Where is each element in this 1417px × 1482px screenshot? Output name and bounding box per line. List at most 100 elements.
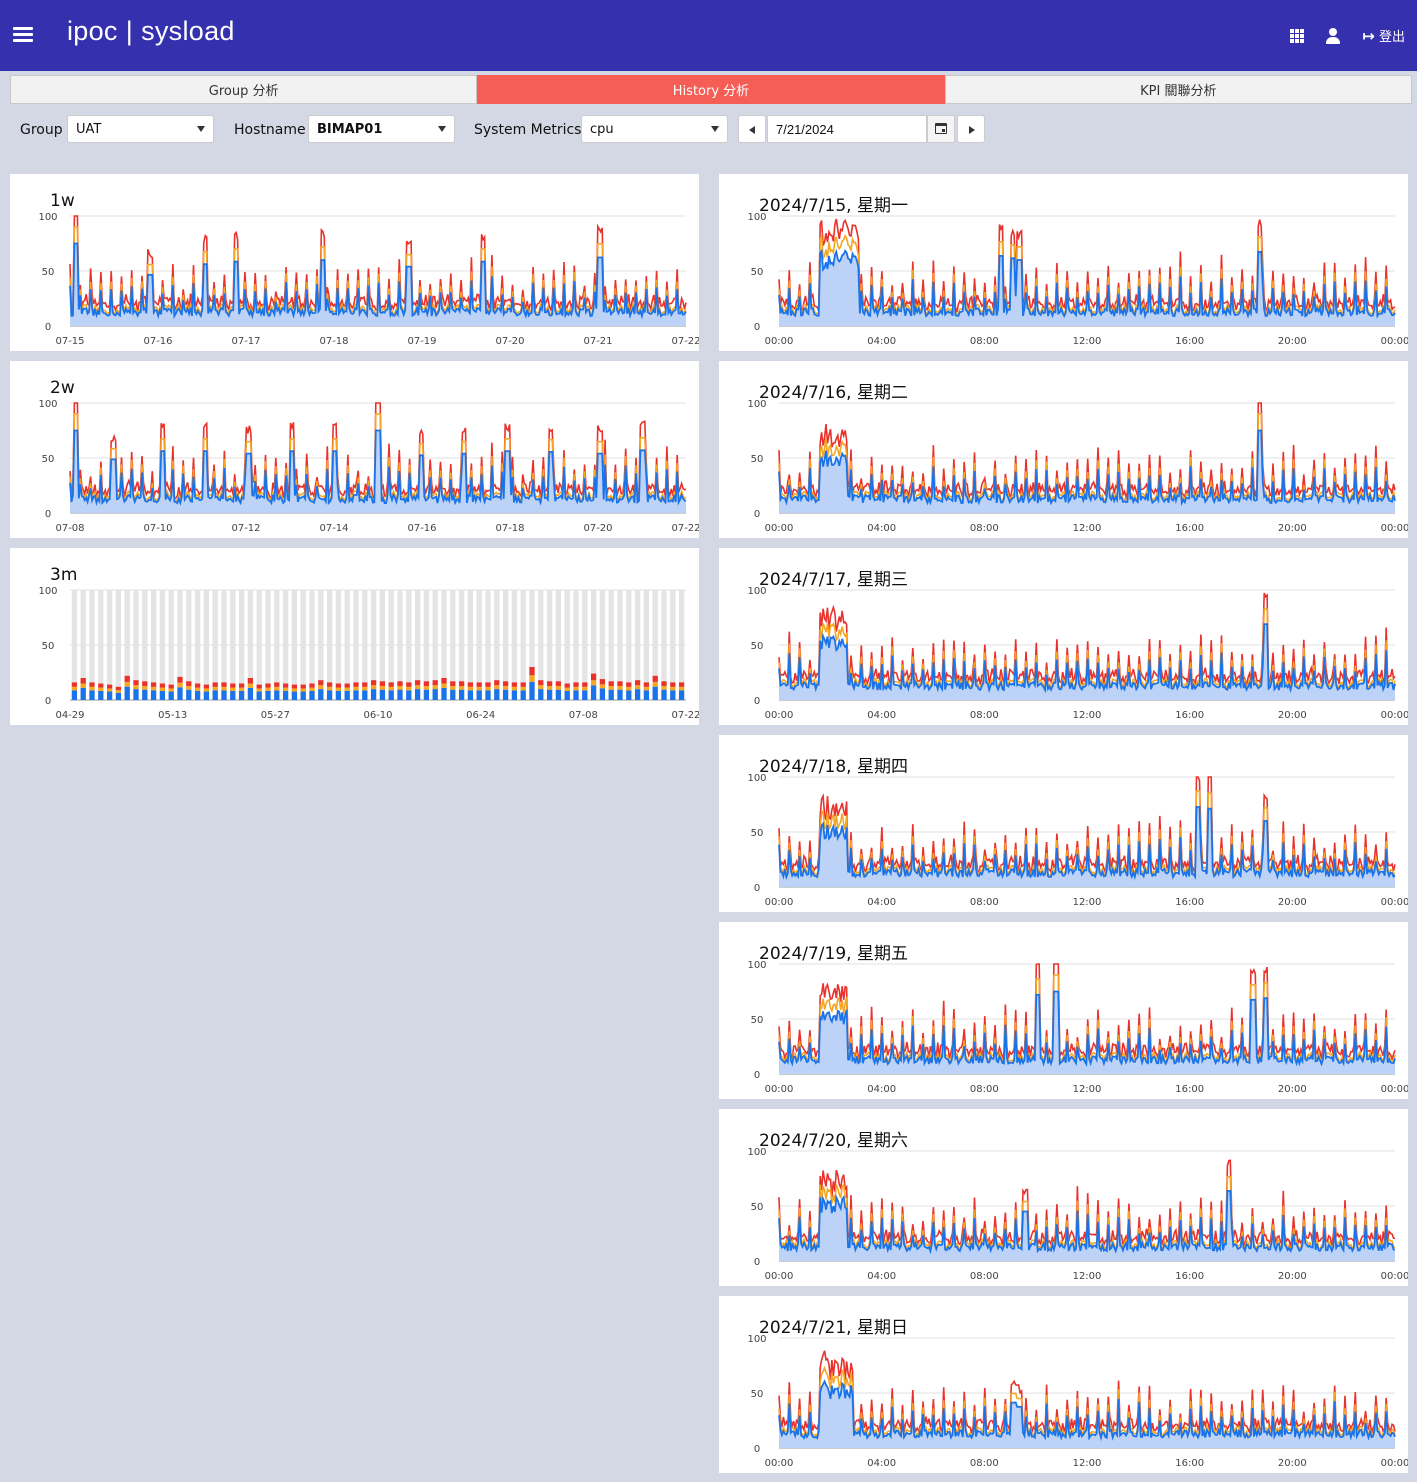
bar-blue bbox=[106, 691, 113, 700]
chart-svg-2w: 0 50 100 07-08 07-10 07-12 07-14 07-16 07-18 07-2… bbox=[38, 399, 699, 534]
logout-button[interactable]: ↦ 登出 bbox=[1362, 26, 1405, 46]
bar-blue bbox=[476, 690, 482, 700]
bar-orange bbox=[494, 685, 500, 690]
bar-blue bbox=[142, 689, 148, 700]
chart-panel-1w: 1w 0 50 100 07-15 07-16 07-17 07-18 07-19 07-20 0… bbox=[10, 174, 699, 351]
bar-blue bbox=[335, 690, 342, 700]
bar-red bbox=[300, 684, 306, 689]
bar-orange bbox=[626, 686, 632, 691]
y-tick-label: 0 bbox=[45, 696, 51, 707]
bar-background bbox=[555, 590, 562, 700]
prev-day-button[interactable] bbox=[738, 115, 766, 143]
bar-background bbox=[582, 590, 588, 700]
y-tick-label: 50 bbox=[751, 828, 764, 839]
y-tick-label: 0 bbox=[754, 883, 760, 894]
apps-grid-icon[interactable] bbox=[1290, 28, 1305, 43]
x-tick-label: 07-10 bbox=[143, 523, 172, 534]
bar-background bbox=[335, 590, 342, 700]
bar-background bbox=[89, 590, 95, 700]
chart-title: 2024/7/21, 星期日 bbox=[759, 1318, 908, 1338]
y-tick-label: 0 bbox=[45, 322, 51, 333]
bar-blue bbox=[186, 689, 192, 700]
bar-background bbox=[274, 590, 280, 700]
bar-orange bbox=[370, 685, 377, 690]
bar-orange bbox=[511, 686, 518, 691]
bar-blue bbox=[274, 690, 280, 700]
x-tick-label: 00:00 bbox=[1381, 523, 1408, 534]
bar-orange bbox=[458, 685, 465, 690]
bar-background bbox=[142, 590, 148, 700]
x-tick-label: 12:00 bbox=[1073, 1271, 1102, 1282]
bar-blue bbox=[159, 690, 166, 700]
calendar-button[interactable] bbox=[927, 115, 955, 143]
bar-blue bbox=[599, 688, 606, 700]
bar-red bbox=[529, 667, 535, 676]
user-icon[interactable] bbox=[1326, 27, 1341, 44]
bar-background bbox=[159, 590, 166, 700]
bar-blue bbox=[353, 690, 359, 700]
bar-blue bbox=[626, 690, 632, 700]
bar-red bbox=[150, 682, 157, 687]
bar-blue bbox=[582, 690, 588, 700]
bar-background bbox=[230, 590, 236, 700]
y-tick-label: 50 bbox=[42, 641, 55, 652]
bar-background bbox=[124, 590, 130, 700]
bar-red bbox=[326, 682, 333, 687]
group-select[interactable]: UAT bbox=[67, 115, 214, 143]
bar-background bbox=[98, 590, 104, 700]
x-tick-label: 07-12 bbox=[231, 523, 260, 534]
bar-blue bbox=[370, 689, 377, 700]
x-tick-label: 07-16 bbox=[407, 523, 436, 534]
bar-orange bbox=[538, 685, 544, 690]
bar-orange bbox=[256, 688, 262, 692]
bar-red bbox=[265, 683, 271, 688]
bar-background bbox=[291, 590, 298, 700]
bar-red bbox=[177, 676, 183, 683]
bar-red bbox=[626, 682, 632, 687]
app-name: ipoc bbox=[67, 16, 118, 46]
x-tick-label: 08:00 bbox=[970, 710, 999, 721]
bar-blue bbox=[247, 687, 254, 700]
x-tick-label: 00:00 bbox=[1381, 1458, 1408, 1469]
bar-orange bbox=[300, 688, 306, 692]
bar-red bbox=[335, 683, 342, 688]
next-day-button[interactable] bbox=[957, 115, 985, 143]
bar-background bbox=[652, 590, 658, 700]
metrics-select[interactable]: cpu bbox=[581, 115, 728, 143]
bar-blue bbox=[652, 686, 658, 700]
x-tick-label: 20:00 bbox=[1278, 336, 1307, 347]
bar-blue bbox=[643, 690, 650, 700]
bar-red bbox=[353, 682, 359, 687]
x-tick-label: 07-16 bbox=[143, 336, 172, 347]
bar-background bbox=[80, 590, 86, 700]
hostname-select[interactable]: BIMAP01 bbox=[308, 115, 455, 143]
bar-red bbox=[661, 681, 667, 686]
bar-blue bbox=[230, 690, 236, 700]
bar-orange bbox=[599, 684, 606, 689]
x-tick-label: 00:00 bbox=[1381, 336, 1408, 347]
bar-red bbox=[203, 684, 210, 689]
bar-red bbox=[450, 681, 456, 686]
tab-group-analysis[interactable]: Group 分析 bbox=[10, 75, 478, 104]
bar-red bbox=[485, 682, 491, 687]
x-tick-label: 12:00 bbox=[1073, 1458, 1102, 1469]
date-input[interactable]: 7/21/2024 bbox=[767, 115, 927, 143]
bar-orange bbox=[230, 687, 236, 691]
bar-orange bbox=[678, 686, 685, 691]
bar-blue bbox=[115, 692, 122, 700]
bar-background bbox=[353, 590, 359, 700]
series-line-blue bbox=[778, 990, 1396, 1067]
x-tick-label: 05-13 bbox=[158, 710, 187, 721]
y-tick-label: 100 bbox=[38, 212, 57, 223]
series-line-blue bbox=[69, 429, 687, 507]
tab-history-analysis[interactable]: History 分析 bbox=[477, 75, 945, 104]
bar-blue bbox=[212, 690, 218, 700]
tab-bar: Group 分析 History 分析 KPI 關聯分析 bbox=[10, 75, 1412, 104]
bar-background bbox=[362, 590, 368, 700]
hamburger-menu-icon[interactable] bbox=[13, 27, 33, 43]
bar-background bbox=[282, 590, 289, 700]
tab-kpi-analysis[interactable]: KPI 關聯分析 bbox=[944, 75, 1412, 104]
x-tick-label: 07-21 bbox=[583, 336, 612, 347]
bar-blue bbox=[520, 690, 526, 700]
bar-red bbox=[168, 684, 174, 689]
